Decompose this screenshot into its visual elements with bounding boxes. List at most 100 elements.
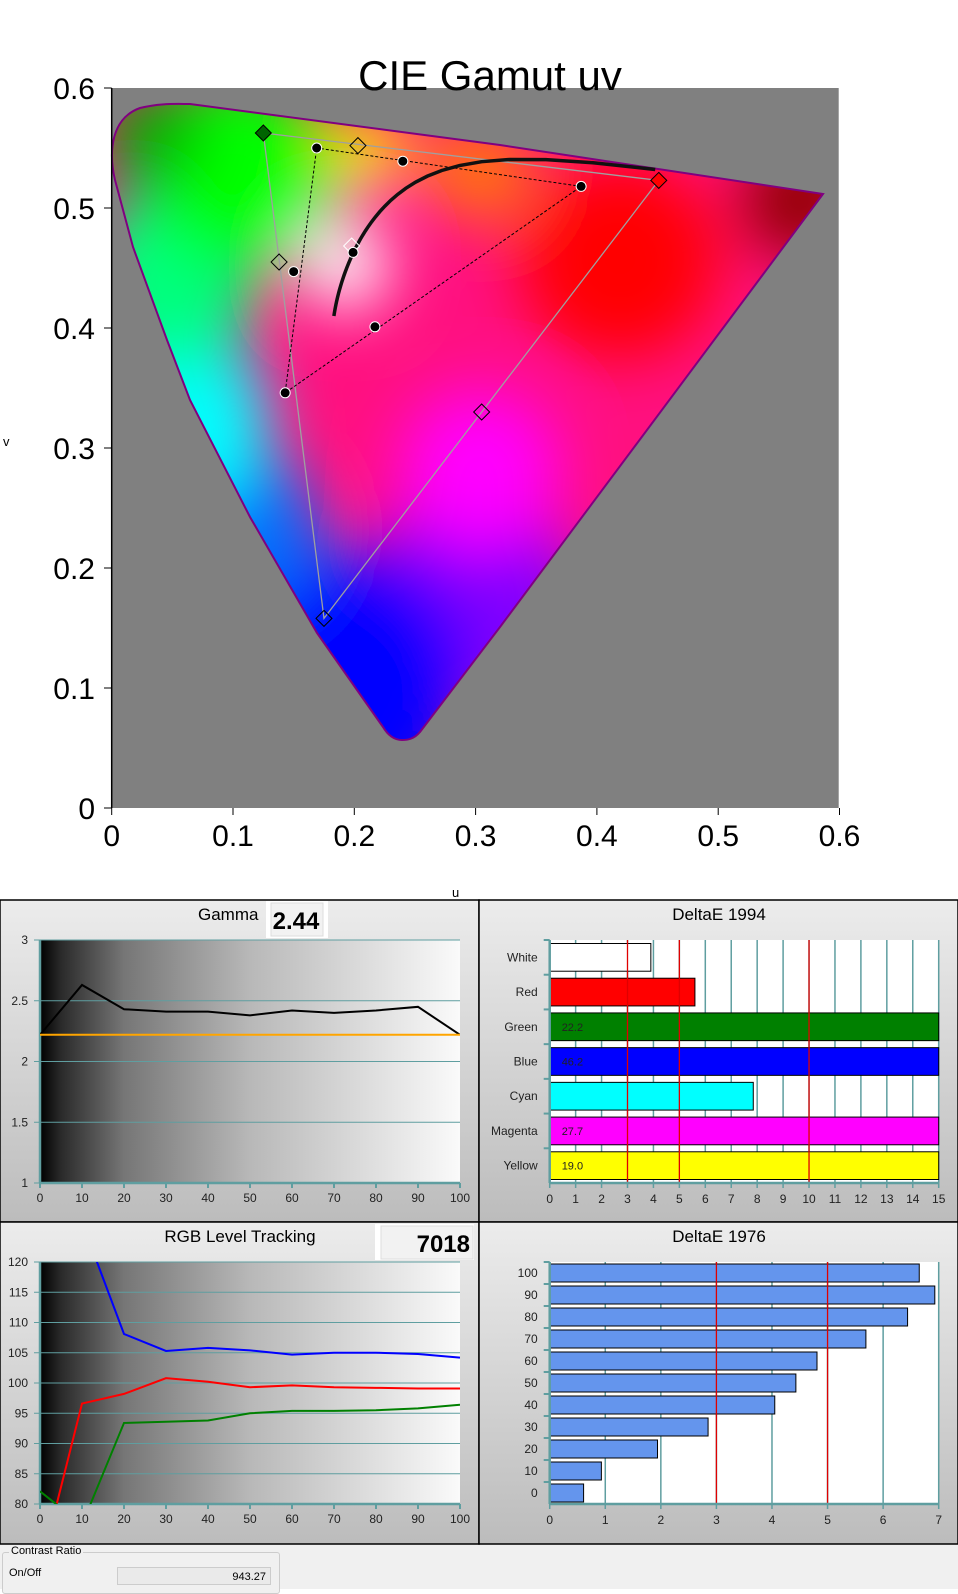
cie-x-tick-label: 0.6 bbox=[819, 820, 861, 853]
bar-white bbox=[549, 943, 652, 972]
category-label: 80 bbox=[524, 1310, 538, 1324]
x-tick-label: 40 bbox=[201, 1512, 215, 1526]
target-point-yellow bbox=[349, 136, 367, 155]
measured-point-white bbox=[347, 246, 359, 258]
x-tick-label: 80 bbox=[369, 1512, 383, 1526]
bar-40 bbox=[549, 1395, 776, 1415]
gamma-value: 2.44 bbox=[273, 908, 320, 935]
cie-x-label: u bbox=[452, 885, 459, 900]
measured-point-green bbox=[311, 142, 323, 154]
series-group bbox=[40, 1262, 460, 1504]
target-point-green bbox=[254, 124, 273, 142]
bar-90 bbox=[549, 1285, 936, 1305]
target-point-cyan bbox=[270, 253, 288, 271]
cie-y-tick-label: 0.4 bbox=[53, 313, 95, 346]
x-tick-label: 2 bbox=[598, 1192, 605, 1206]
category-label: 60 bbox=[524, 1354, 538, 1368]
measured-point-yellow bbox=[397, 155, 409, 167]
bar-30 bbox=[549, 1417, 709, 1437]
bar-red bbox=[549, 977, 696, 1007]
category-label: 0 bbox=[531, 1486, 538, 1500]
category-label: 30 bbox=[524, 1420, 538, 1434]
measured-point-red bbox=[575, 180, 587, 192]
cie-x-tick-label: 0.5 bbox=[697, 820, 739, 853]
x-tick-label: 90 bbox=[411, 1191, 425, 1205]
x-tick-label: 20 bbox=[117, 1191, 131, 1205]
x-tick-label: 6 bbox=[702, 1192, 709, 1206]
x-tick-label: 3 bbox=[713, 1513, 720, 1527]
x-tick-label: 80 bbox=[369, 1191, 383, 1205]
category-label: 90 bbox=[524, 1288, 538, 1302]
cie-x-tick-label: 0 bbox=[103, 820, 120, 853]
y-tick-label: 110 bbox=[9, 1316, 28, 1330]
y-tick-label: 120 bbox=[8, 1255, 28, 1269]
bar-70 bbox=[549, 1329, 867, 1349]
y-tick-label: 80 bbox=[15, 1497, 29, 1511]
x-tick-label: 10 bbox=[802, 1192, 816, 1206]
x-tick-label: 9 bbox=[780, 1192, 787, 1206]
cie-chart: 0 0.1 0.2 0.3 0.4 0.5 0.6 0 0.1 0.2 0.3 0.4 0.5 0.6 C… bbox=[3, 52, 860, 900]
x-tick-label: 50 bbox=[243, 1191, 257, 1205]
on-off-value-field[interactable]: 943.27 bbox=[117, 1567, 271, 1585]
bar-value-label: 27.7 bbox=[562, 1126, 583, 1138]
category-label: 20 bbox=[524, 1442, 538, 1456]
y-tick-label: 2.5 bbox=[11, 994, 28, 1008]
category-label: 100 bbox=[518, 1266, 538, 1280]
category-label: Yellow bbox=[503, 1159, 538, 1173]
x-tick-label: 6 bbox=[880, 1513, 887, 1527]
x-tick-label: 100 bbox=[450, 1191, 470, 1205]
cie-y-tick-label: 0.1 bbox=[53, 673, 95, 706]
measured-gamut-triangle bbox=[284, 147, 583, 394]
de1994-title: DeltaE 1994 bbox=[672, 905, 766, 924]
x-tick-label: 30 bbox=[159, 1191, 173, 1205]
x-tick-label: 1 bbox=[572, 1192, 579, 1206]
category-label: Cyan bbox=[510, 1089, 538, 1103]
category-label: 70 bbox=[524, 1332, 538, 1346]
cie-x-tick-label: 0.2 bbox=[333, 820, 375, 853]
bar-value-label: 19.0 bbox=[562, 1161, 583, 1173]
cie-title: CIE Gamut uv bbox=[358, 52, 622, 99]
measured-point-cyan bbox=[288, 266, 300, 278]
on-off-label: On/Off bbox=[9, 1567, 42, 1579]
x-tick-label: 4 bbox=[769, 1513, 776, 1527]
bar-80 bbox=[549, 1307, 909, 1327]
series-line-0 bbox=[95, 1262, 460, 1359]
series-line-2 bbox=[40, 1403, 460, 1504]
x-tick-label: 0 bbox=[37, 1191, 44, 1205]
cct-value-inner bbox=[380, 1225, 474, 1260]
cie-y-label: v bbox=[3, 434, 10, 449]
gamma-title: Gamma bbox=[198, 905, 259, 924]
x-tick-label: 8 bbox=[754, 1192, 761, 1206]
target-point-magenta bbox=[472, 403, 491, 421]
bar-blue bbox=[549, 1047, 940, 1076]
category-label: Green bbox=[504, 1020, 537, 1034]
x-tick-label: 10 bbox=[75, 1512, 89, 1526]
y-tick-label: 90 bbox=[15, 1437, 29, 1451]
cie-x-tick-label: 0.3 bbox=[455, 820, 497, 853]
category-label: Blue bbox=[514, 1055, 538, 1069]
bar-0 bbox=[549, 1483, 585, 1503]
category-label: Magenta bbox=[491, 1124, 538, 1138]
x-tick-label: 10 bbox=[75, 1191, 89, 1205]
cie-y-tick-label: 0 bbox=[78, 793, 95, 826]
cct-value: 7018 bbox=[417, 1231, 470, 1258]
x-tick-label: 70 bbox=[327, 1512, 341, 1526]
x-tick-label: 20 bbox=[117, 1512, 131, 1526]
series-line-1 bbox=[55, 1377, 460, 1504]
x-tick-label: 12 bbox=[854, 1192, 868, 1206]
cie-y-tick-label: 0.5 bbox=[53, 193, 95, 226]
contrast-ratio-group: Contrast Ratio On/Off 943.27 bbox=[2, 1545, 280, 1594]
y-tick-label: 100 bbox=[8, 1376, 28, 1390]
x-tick-label: 0 bbox=[546, 1192, 553, 1206]
x-tick-label: 60 bbox=[285, 1512, 299, 1526]
rgb-title: RGB Level Tracking bbox=[164, 1227, 315, 1246]
x-tick-label: 40 bbox=[201, 1191, 215, 1205]
x-tick-label: 70 bbox=[327, 1191, 341, 1205]
x-tick-label: 7 bbox=[728, 1192, 735, 1206]
x-tick-label: 90 bbox=[411, 1512, 425, 1526]
target-gamut-triangle bbox=[262, 132, 660, 621]
x-tick-label: 5 bbox=[676, 1192, 683, 1206]
series-line-0 bbox=[40, 983, 460, 1036]
y-tick-label: 2 bbox=[21, 1055, 28, 1069]
